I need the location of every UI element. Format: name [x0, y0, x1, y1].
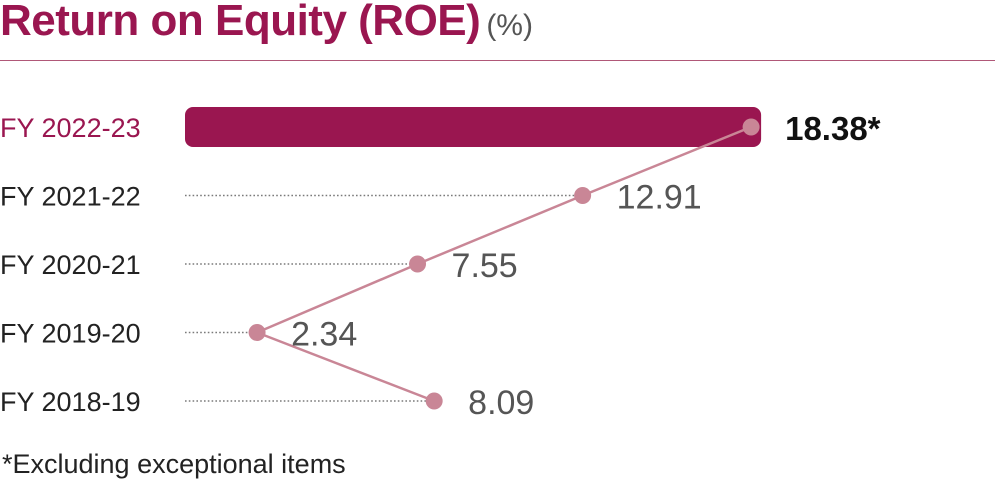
data-point — [409, 255, 427, 273]
category-label: FY 2021-22 — [0, 182, 141, 212]
data-point — [742, 118, 760, 136]
footnote: *Excluding exceptional items — [2, 449, 346, 479]
chart-unit: (%) — [486, 9, 533, 42]
category-labels: FY 2022-23 FY 2021-22 FY 2020-21 FY 2019-20… — [0, 113, 141, 417]
value-label: 12.91 — [617, 179, 702, 217]
data-point — [248, 324, 266, 341]
value-label: 18.38* — [785, 110, 881, 147]
data-points — [248, 118, 760, 410]
value-label: 7.55 — [452, 247, 518, 285]
value-labels: 18.38* 12.91 7.55 2.34 8.09 — [291, 110, 881, 422]
title-divider — [0, 60, 995, 61]
chart-title-row: Return on Equity (ROE) (%) — [0, 0, 533, 46]
bars — [185, 107, 762, 147]
value-label: 2.34 — [291, 316, 357, 354]
category-label: FY 2022-23 — [0, 113, 141, 143]
leader-lines — [185, 194, 577, 402]
category-label: FY 2019-20 — [0, 319, 141, 349]
category-label: FY 2018-19 — [0, 387, 141, 417]
category-label: FY 2020-21 — [0, 250, 141, 280]
value-label: 8.09 — [468, 384, 534, 422]
data-point — [574, 187, 592, 204]
bar-fy-2022-23 — [185, 107, 762, 147]
chart-title: Return on Equity (ROE) — [0, 0, 481, 45]
data-point — [425, 392, 443, 410]
